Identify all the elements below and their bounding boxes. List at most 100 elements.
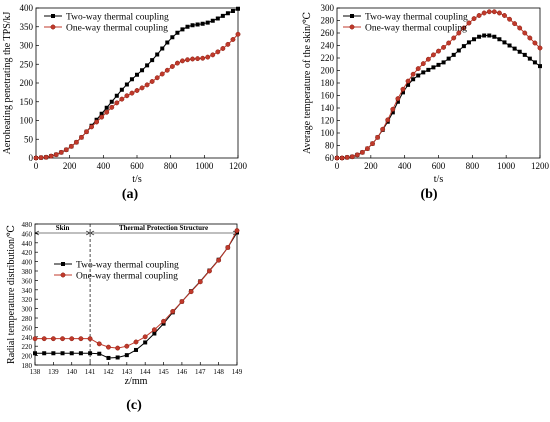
y-axis-label: Radial temperature distribution/℃ xyxy=(6,225,17,364)
series-line xyxy=(337,11,541,159)
data-point-circle xyxy=(210,52,216,58)
y-tick-label: 480 xyxy=(22,221,33,229)
data-point-square xyxy=(99,111,104,116)
y-tick-label: 200 xyxy=(22,353,33,361)
data-point-square xyxy=(527,56,532,61)
data-point-circle xyxy=(496,10,502,16)
data-point-circle xyxy=(50,336,56,342)
data-point-square xyxy=(421,70,426,75)
data-point-square xyxy=(97,351,102,356)
data-point-circle xyxy=(207,268,212,274)
data-point-circle xyxy=(73,139,79,145)
data-point-circle xyxy=(471,16,477,22)
data-point-square xyxy=(170,35,175,40)
data-point-circle xyxy=(195,56,201,62)
chart-b: 0 200 400 600 800 1000 1200 60 80 100 120 140 160 180… xyxy=(302,3,550,202)
y-tick-label: 80 xyxy=(325,141,335,151)
data-point-circle xyxy=(532,40,538,46)
data-point-square xyxy=(400,90,405,95)
x-tick-label: 1200 xyxy=(531,161,550,171)
data-point-square xyxy=(69,351,74,356)
data-point-square xyxy=(461,44,466,49)
data-point-square xyxy=(119,87,124,92)
x-tick-label: 800 xyxy=(466,161,480,171)
x-tick-label: 143 xyxy=(122,368,133,376)
data-point-circle xyxy=(451,35,457,41)
y-tick-label: 400 xyxy=(20,3,34,13)
data-point-circle xyxy=(205,54,211,60)
data-point-circle xyxy=(415,66,421,72)
data-point-circle xyxy=(151,327,157,333)
region-arrow-left xyxy=(89,230,95,236)
y-tick-label: 180 xyxy=(321,78,335,88)
y-tick-label: 200 xyxy=(321,66,335,76)
data-point-circle xyxy=(89,124,95,130)
data-point-circle xyxy=(32,336,38,342)
data-point-circle xyxy=(134,88,140,93)
y-tick-label: 250 xyxy=(20,59,34,69)
data-point-circle xyxy=(96,341,102,347)
x-tick-label: 1200 xyxy=(229,161,248,171)
data-point-square xyxy=(487,33,492,38)
x-axis-label: t/s xyxy=(132,174,142,185)
data-point-circle xyxy=(234,228,240,234)
data-point-square xyxy=(472,37,477,42)
data-point-square xyxy=(411,77,416,82)
x-tick-label: 139 xyxy=(48,368,59,376)
y-tick-label: 420 xyxy=(22,249,33,257)
y-tick-label: 380 xyxy=(22,268,33,276)
data-point-square xyxy=(220,13,225,18)
data-point-square xyxy=(205,20,210,25)
data-point-square xyxy=(456,48,461,53)
data-point-circle xyxy=(425,56,431,62)
x-tick-label: 138 xyxy=(30,368,41,376)
data-point-circle xyxy=(481,10,487,16)
data-point-square xyxy=(180,27,185,32)
y-tick-label: 360 xyxy=(22,277,33,285)
data-point-square xyxy=(477,34,482,39)
data-point-square xyxy=(390,110,395,115)
data-point-circle xyxy=(476,13,482,18)
data-point-square xyxy=(42,351,47,356)
region-arrow-left xyxy=(34,230,40,236)
plot-frame xyxy=(34,223,238,366)
data-point-circle xyxy=(48,153,54,159)
data-point-square xyxy=(104,105,109,110)
data-point-circle xyxy=(139,85,145,91)
data-point-circle xyxy=(106,344,111,350)
data-point-circle xyxy=(38,155,44,161)
x-axis-label: t/s xyxy=(434,174,444,185)
legend-marker-square xyxy=(61,262,65,266)
data-point-circle xyxy=(527,35,533,41)
data-point-square xyxy=(497,37,502,42)
data-point-circle xyxy=(114,100,120,106)
x-tick-label: 1000 xyxy=(497,161,516,171)
x-tick-label: 144 xyxy=(140,368,151,376)
data-point-circle xyxy=(359,149,365,155)
data-point-circle xyxy=(60,336,65,342)
data-point-circle xyxy=(188,289,194,295)
y-tick-label: 240 xyxy=(22,334,33,342)
legend-label: Two-way thermal coupling xyxy=(76,261,179,271)
data-point-circle xyxy=(144,82,150,88)
data-point-square xyxy=(145,63,150,68)
data-point-circle xyxy=(466,20,472,26)
y-tick-label: 340 xyxy=(22,287,33,295)
data-point-circle xyxy=(344,154,350,160)
data-point-square xyxy=(522,52,527,57)
data-point-square xyxy=(436,62,441,67)
data-point-square xyxy=(215,16,220,21)
data-point-circle xyxy=(170,308,176,314)
data-point-circle xyxy=(380,126,386,132)
y-tick-label: 150 xyxy=(20,97,34,107)
data-point-square xyxy=(512,46,517,51)
legend-label: One-way thermal coupling xyxy=(365,24,467,34)
data-point-square xyxy=(143,340,148,345)
data-point-square xyxy=(160,46,165,51)
data-point-circle xyxy=(502,13,507,18)
data-point-circle xyxy=(115,345,121,351)
data-point-circle xyxy=(512,21,518,27)
series-line xyxy=(35,33,239,159)
x-tick-label: 0 xyxy=(335,161,340,171)
